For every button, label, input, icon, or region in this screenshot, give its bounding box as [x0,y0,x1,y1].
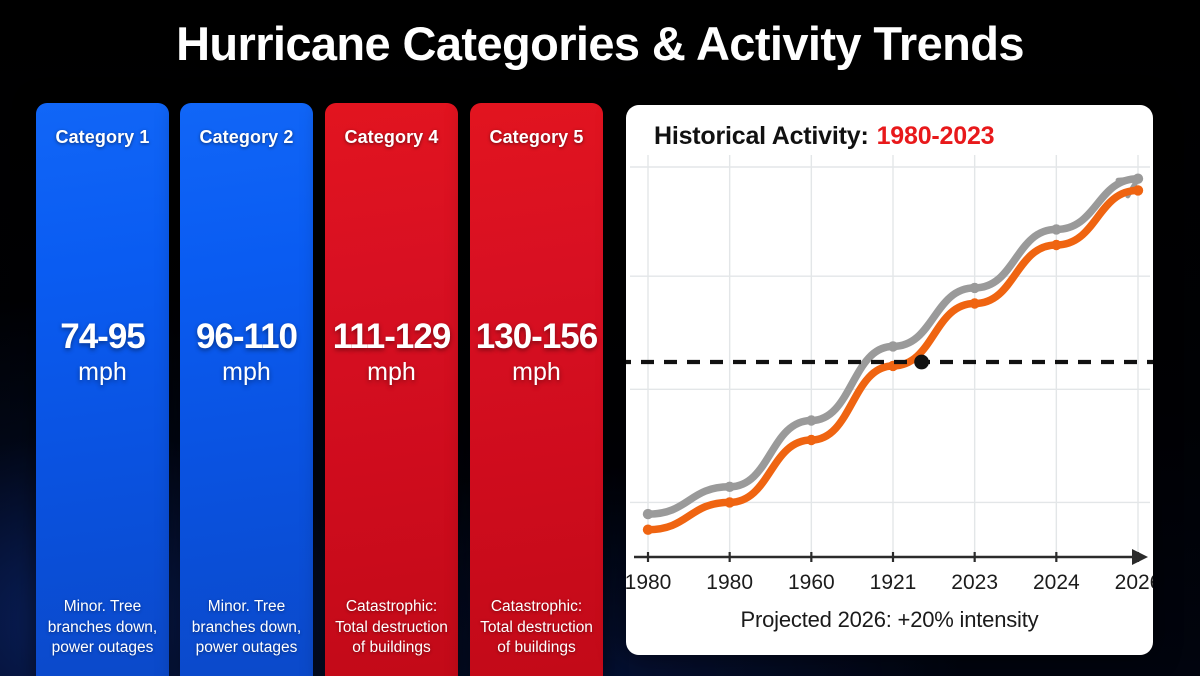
chart-x-tick-label: 2023 [951,571,998,594]
category-card-speed: 111-129 [332,317,452,356]
category-card-5[interactable]: Category 5 130-156 mph Catastrophic: Tot… [470,103,603,676]
chart-x-tick-label: 1980 [626,571,671,594]
chart-data-point [1051,224,1062,235]
category-card-unit: mph [222,357,271,386]
category-card-unit: mph [367,357,416,386]
category-card-speed: 74-95 [60,317,146,356]
panel-title-static: Historical Activity: [654,122,869,150]
chart-x-tick-label: 1921 [870,571,917,594]
category-card-label: Category 1 [55,127,150,147]
page-title: Hurricane Categories & Activity Trends [176,17,1024,70]
projection-caption: Projected 2026: +20% intensity [740,607,1039,632]
chart-data-point [969,282,980,294]
chart-x-tick-label: 1980 [706,571,753,594]
chart-x-tick-label: 2026 [1115,571,1153,594]
chart-x-axis-arrowhead [1132,549,1148,565]
chart-data-point [1051,239,1062,251]
chart-data-point [969,298,980,309]
chart-x-tick-label: 2024 [1033,571,1080,594]
category-card-speed-group: 74-95 mph [36,318,169,387]
chart-x-tick-label: 1960 [788,571,835,594]
category-card-unit: mph [78,357,127,386]
chart-data-point [642,524,654,535]
category-card-1[interactable]: Category 1 74-95 mph Minor. Tree branche… [36,103,169,676]
chart-data-point [724,481,735,492]
activity-chart-panel: Historical Activity: 1980-2023 1980 1980 19… [626,105,1153,655]
category-card-speed: 130-156 [475,317,598,356]
chart-data-point [887,341,899,352]
chart-data-point [806,434,817,446]
panel-title-range: 1980-2023 [876,122,995,150]
category-card-speed-group: 130-156 mph [470,318,603,387]
category-card-4[interactable]: Category 4 111-129 mph Catastrophic: Tot… [325,103,458,676]
category-card-speed: 96-110 [195,317,298,356]
chart-data-point [724,497,735,508]
category-card-description: Catastrophic: Total destruction of build… [480,598,593,657]
category-card-2[interactable]: Category 2 96-110 mph Minor. Tree branch… [180,103,313,676]
category-card-speed-group: 96-110 mph [180,318,313,387]
chart-data-point [806,415,817,426]
activity-line-chart: 1980 1980 1960 1921 2023 2024 2026 [626,155,1153,594]
category-card-description: Minor. Tree branches down, power outages [47,598,158,657]
chart-reference-marker [914,354,929,370]
category-card-description: Minor. Tree branches down, power outages [191,598,302,657]
chart-data-point [642,508,654,520]
category-card-label: Category 4 [344,127,439,147]
panel-title: Historical Activity: 1980-2023 [654,122,995,151]
category-card-speed-group: 111-129 mph [325,318,458,387]
category-card-unit: mph [512,357,561,386]
category-card-label: Category 5 [489,127,584,147]
category-card-description: Catastrophic: Total destruction of build… [335,598,448,657]
chart-data-point [1132,185,1144,196]
category-card-label: Category 2 [199,127,294,147]
